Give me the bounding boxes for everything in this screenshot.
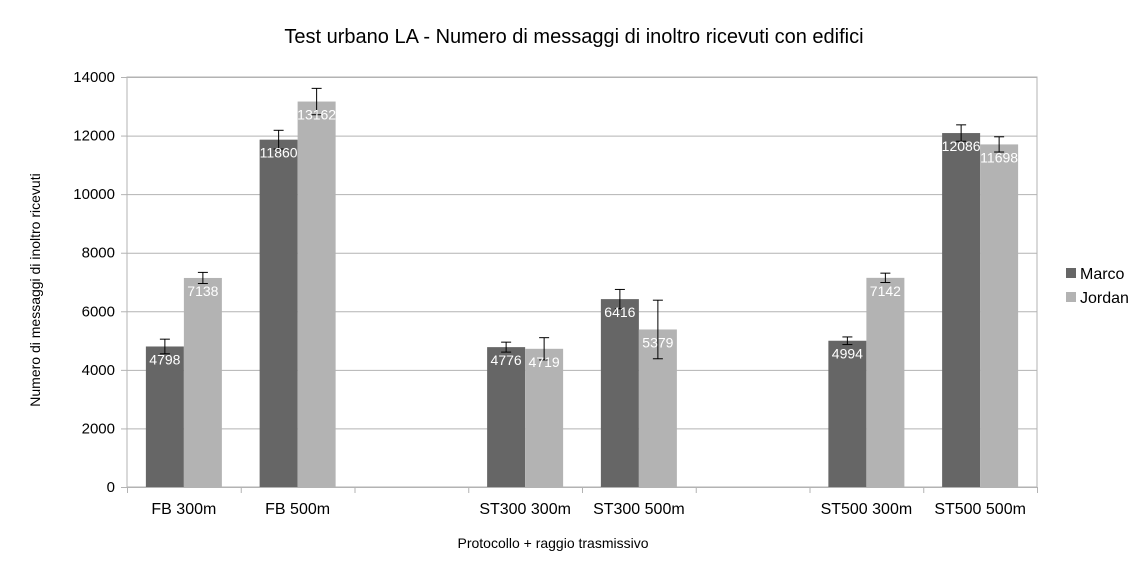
x-category-label: ST500 500m [934,501,1026,518]
y-tick-label: 14000 [73,69,115,86]
y-tick-label: 8000 [82,245,115,262]
data-label: 4776 [491,352,522,368]
x-category-label: ST300 500m [593,501,685,518]
data-label: 13162 [297,107,336,123]
y-tick-label: 10000 [73,186,115,203]
x-axis-title: Protocollo + raggio trasmissivo [457,535,648,551]
bar [942,133,981,487]
y-axis-ticks: 0 2000 4000 6000 8000 10000 12000 14000 [73,69,127,496]
bars: 4798 7138 11860 13162 4776 4719 6416 5379 4994 71… [145,87,1019,487]
data-label: 6416 [604,304,635,320]
legend-label: Jordan [1080,290,1129,307]
data-label: 11860 [260,145,298,161]
data-label: 7142 [870,283,901,299]
x-axis: FB 300m FB 500m ST300 300m ST300 500m ST500 … [127,487,1038,518]
bar [259,139,298,487]
bar [145,346,184,487]
y-tick-label: 2000 [82,420,115,437]
x-category-label: ST300 300m [479,501,571,518]
bar [866,277,905,487]
y-tick-label: 0 [107,479,115,496]
bar [487,347,526,487]
y-tick-label: 4000 [82,362,115,379]
data-label: 11698 [980,149,1018,165]
bar [980,144,1019,487]
legend-swatch [1066,292,1076,302]
x-category-label: FB 300m [151,501,216,518]
data-label: 12086 [942,138,981,154]
y-axis-title: Numero di messaggi di inoltro ricevuti [27,173,43,406]
bar [297,101,336,487]
data-label: 4798 [149,351,180,367]
legend-label: Marco [1080,266,1125,283]
x-category-label: ST500 300m [821,501,913,518]
legend-swatch [1066,268,1076,278]
data-label: 7138 [187,283,218,299]
y-tick-label: 6000 [82,303,115,320]
bar [525,348,564,487]
x-category-label: FB 500m [265,501,330,518]
data-label: 4719 [529,354,560,370]
data-label: 5379 [642,334,673,350]
bar [183,277,222,487]
bar [600,299,639,487]
data-label: 4994 [832,346,863,362]
chart-title: Test urbano LA - Numero di messaggi di i… [284,26,863,48]
y-tick-label: 12000 [73,128,115,145]
legend: Marco Jordan [1066,266,1129,307]
bar [828,340,867,487]
